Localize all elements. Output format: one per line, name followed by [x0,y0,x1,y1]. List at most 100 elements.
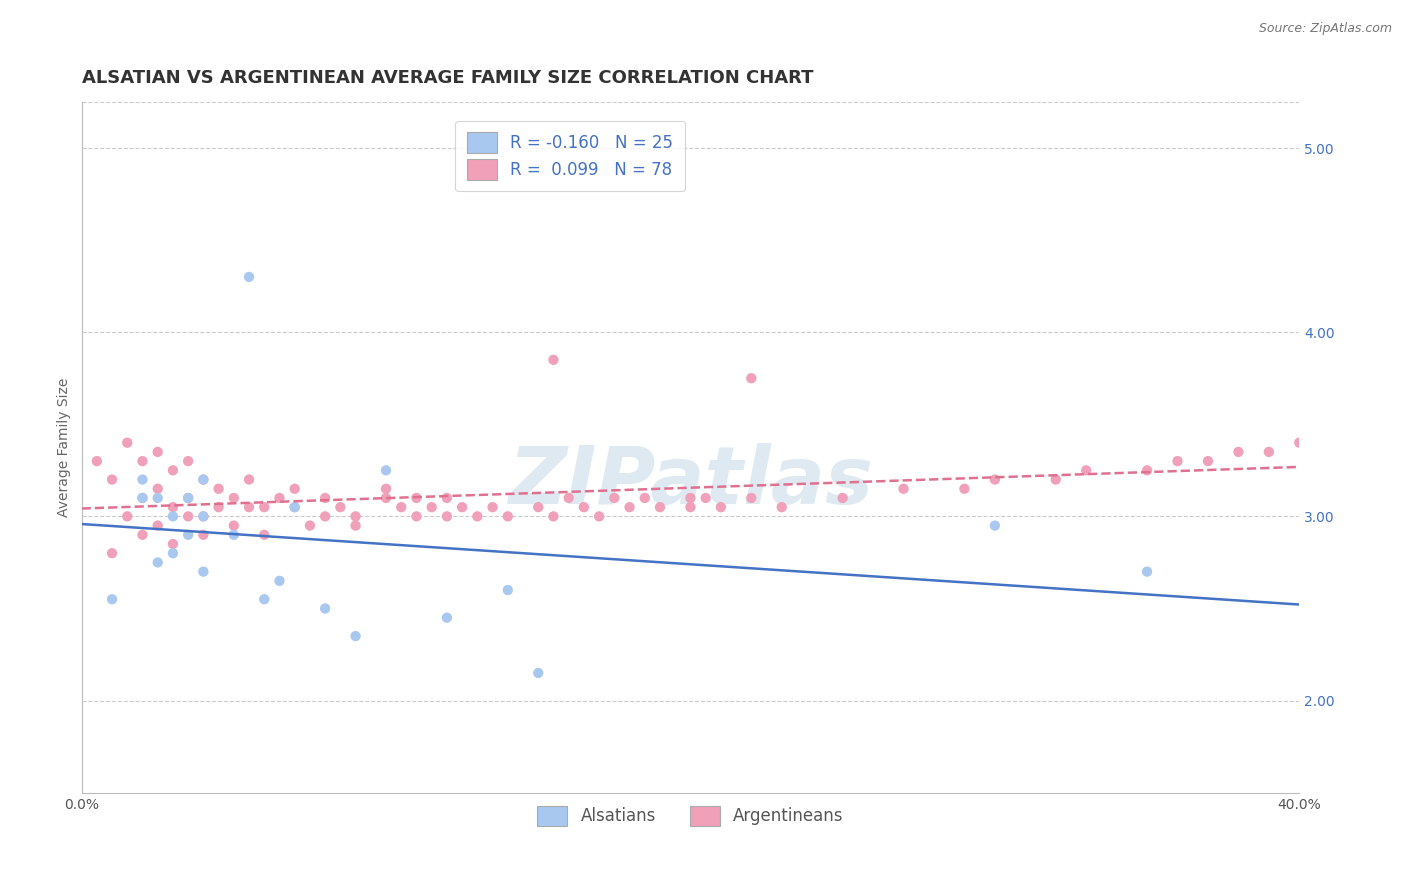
Point [831,491,853,505]
Point [101,592,124,607]
Point [619,500,641,515]
Point [207,482,229,496]
Point [222,491,245,505]
Point [269,491,291,505]
Point [1227,445,1250,459]
Point [193,565,215,579]
Point [451,500,474,515]
Point [146,445,169,459]
Point [238,473,260,487]
Point [253,528,276,542]
Point [131,473,153,487]
Point [1136,463,1159,477]
Point [420,500,443,515]
Point [557,491,579,505]
Point [543,509,565,524]
Point [572,500,595,515]
Point [467,509,489,524]
Point [131,528,153,542]
Point [238,500,260,515]
Text: Source: ZipAtlas.com: Source: ZipAtlas.com [1258,22,1392,36]
Point [193,509,215,524]
Point [177,491,200,505]
Point [222,528,245,542]
Point [436,610,458,624]
Point [1076,463,1098,477]
Point [344,509,367,524]
Point [436,491,458,505]
Point [162,463,184,477]
Point [146,482,169,496]
Point [314,491,336,505]
Point [953,482,976,496]
Legend: Alsatians, Argentineans: Alsatians, Argentineans [531,799,851,832]
Point [679,500,702,515]
Point [1197,454,1219,468]
Point [177,491,200,505]
Point [284,500,307,515]
Point [405,509,427,524]
Point [284,482,307,496]
Point [146,491,169,505]
Point [1288,435,1310,450]
Point [695,491,717,505]
Y-axis label: Average Family Size: Average Family Size [58,377,72,517]
Point [893,482,915,496]
Point [131,491,153,505]
Point [588,509,610,524]
Point [117,435,139,450]
Point [131,491,153,505]
Point [329,500,352,515]
Point [405,491,427,505]
Point [527,665,550,680]
Point [101,546,124,560]
Point [222,518,245,533]
Point [117,509,139,524]
Point [984,518,1007,533]
Point [389,500,412,515]
Point [193,473,215,487]
Point [496,582,519,597]
Point [284,500,307,515]
Point [375,482,398,496]
Point [344,629,367,643]
Point [162,537,184,551]
Point [162,509,184,524]
Point [193,528,215,542]
Point [101,473,124,487]
Point [207,500,229,515]
Point [253,592,276,607]
Point [162,500,184,515]
Point [314,601,336,615]
Point [344,518,367,533]
Point [238,269,260,284]
Point [984,473,1007,487]
Point [1166,454,1188,468]
Point [1257,445,1279,459]
Point [496,509,519,524]
Point [86,454,108,468]
Point [146,556,169,570]
Text: ZIPatlas: ZIPatlas [508,442,873,521]
Point [146,518,169,533]
Point [679,491,702,505]
Point [375,491,398,505]
Point [193,509,215,524]
Point [375,463,398,477]
Point [634,491,657,505]
Point [269,574,291,588]
Point [298,518,321,533]
Point [314,509,336,524]
Point [481,500,503,515]
Point [740,491,762,505]
Point [193,473,215,487]
Text: ALSATIAN VS ARGENTINEAN AVERAGE FAMILY SIZE CORRELATION CHART: ALSATIAN VS ARGENTINEAN AVERAGE FAMILY S… [82,69,813,87]
Point [1045,473,1067,487]
Point [177,528,200,542]
Point [436,509,458,524]
Point [177,509,200,524]
Point [527,500,550,515]
Point [131,454,153,468]
Point [710,500,733,515]
Point [177,454,200,468]
